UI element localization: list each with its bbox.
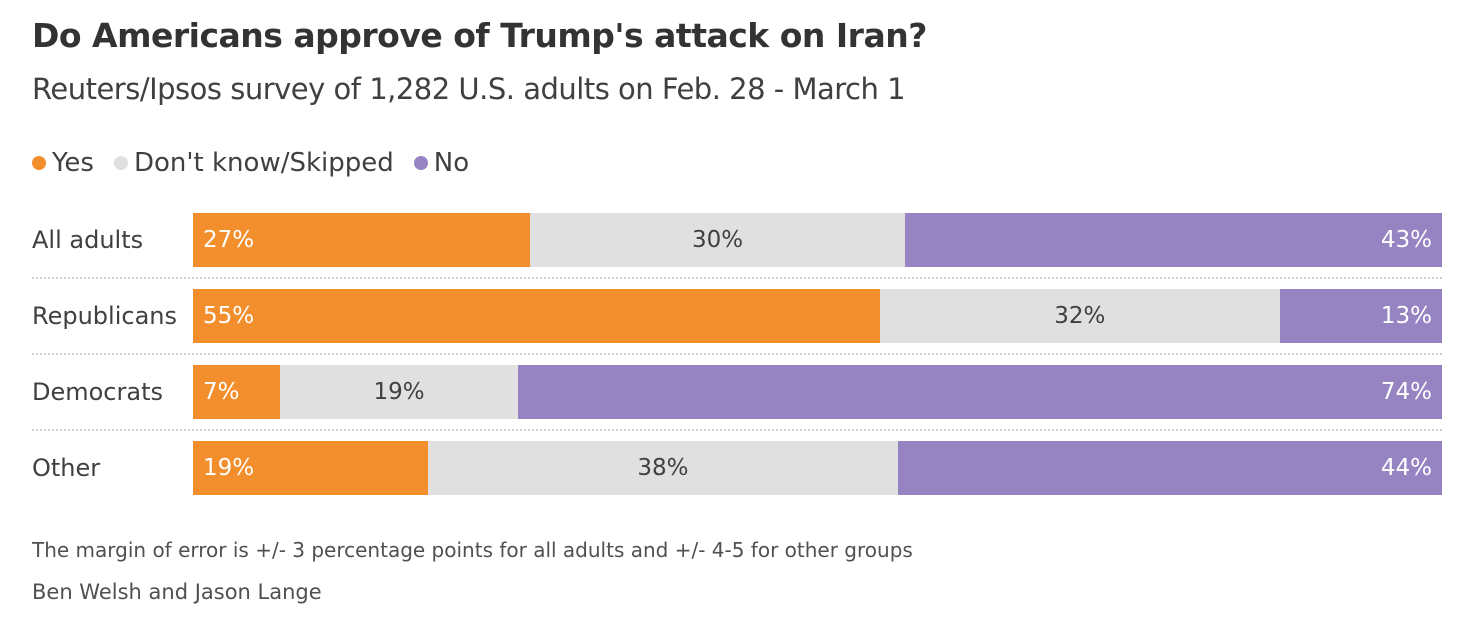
data-label: 38% bbox=[637, 455, 689, 481]
legend-dot-icon bbox=[113, 156, 128, 170]
bar-segment-no: 13% bbox=[1279, 289, 1442, 343]
data-label: 27% bbox=[203, 227, 255, 253]
bar-segment-don-t-know-skipped: 38% bbox=[427, 441, 898, 495]
chart-subtitle: Reuters/Ipsos survey of 1,282 U.S. adult… bbox=[32, 72, 906, 106]
bar-row: 27% 30% 43% bbox=[193, 213, 1442, 267]
category-label: Other bbox=[32, 454, 101, 482]
data-label: 44% bbox=[1380, 455, 1432, 481]
data-label: 32% bbox=[1054, 303, 1106, 329]
data-label: 19% bbox=[373, 379, 425, 405]
margin-of-error-note: The margin of error is +/- 3 percentage … bbox=[32, 538, 913, 562]
bar-row: 7% 19% 74% bbox=[193, 365, 1442, 419]
data-label: 13% bbox=[1380, 303, 1432, 329]
chart-title: Do Americans approve of Trump's attack o… bbox=[32, 16, 927, 55]
legend: Yes Don't know/Skipped No bbox=[32, 148, 469, 178]
bar-segment-yes: 7% bbox=[193, 365, 281, 419]
data-label: 43% bbox=[1380, 227, 1432, 253]
bar-row: 19% 38% 44% bbox=[193, 441, 1442, 495]
category-label: Democrats bbox=[32, 378, 163, 406]
bar-segment-no: 43% bbox=[904, 213, 1442, 267]
bar-segment-don-t-know-skipped: 19% bbox=[280, 365, 518, 419]
bar-segment-yes: 27% bbox=[193, 213, 531, 267]
row-divider bbox=[32, 353, 1442, 355]
category-label: Republicans bbox=[32, 302, 177, 330]
legend-item: No bbox=[413, 148, 470, 178]
bar-segment-don-t-know-skipped: 32% bbox=[879, 289, 1280, 343]
data-label: 7% bbox=[203, 379, 240, 405]
category-label: All adults bbox=[32, 226, 144, 254]
bar-segment-no: 74% bbox=[517, 365, 1442, 419]
credit: Ben Welsh and Jason Lange bbox=[32, 580, 322, 604]
data-label: 74% bbox=[1380, 379, 1432, 405]
legend-dot-icon bbox=[413, 156, 428, 170]
bar-segment-don-t-know-skipped: 30% bbox=[530, 213, 905, 267]
bar-segment-no: 44% bbox=[897, 441, 1442, 495]
legend-item: Yes bbox=[32, 148, 94, 178]
bar-segment-yes: 55% bbox=[193, 289, 880, 343]
row-divider bbox=[32, 277, 1442, 279]
legend-label: Don't know/Skipped bbox=[133, 148, 394, 178]
legend-label: Yes bbox=[52, 148, 94, 178]
data-label: 55% bbox=[203, 303, 255, 329]
legend-dot-icon bbox=[32, 156, 46, 170]
legend-label: No bbox=[433, 148, 470, 178]
data-label: 30% bbox=[692, 227, 744, 253]
bar-row: 55% 32% 13% bbox=[193, 289, 1442, 343]
legend-item: Don't know/Skipped bbox=[113, 148, 394, 178]
data-label: 19% bbox=[203, 455, 255, 481]
row-divider bbox=[32, 429, 1442, 431]
bar-segment-yes: 19% bbox=[193, 441, 428, 495]
